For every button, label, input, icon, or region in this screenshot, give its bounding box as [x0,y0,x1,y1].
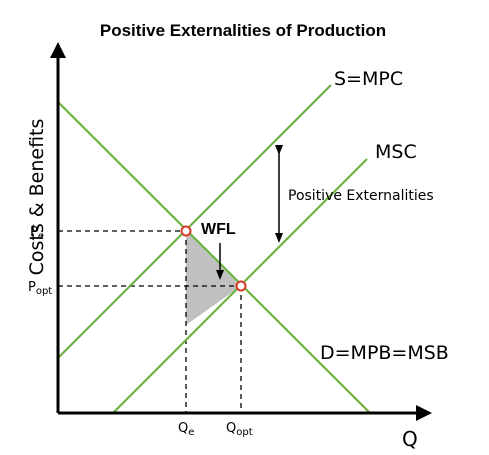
diagram-title: Positive Externalities of Production [100,21,386,40]
q-e-main: Q [178,421,188,436]
supply-curve-label: S=MPC [334,68,403,90]
q-opt-main: Q [226,421,236,436]
market-equilibrium-point [180,225,192,237]
welfare-loss-label: WFL [201,221,236,238]
p-e-tick-label: Pe [30,225,44,242]
p-e-main: P [30,225,38,240]
p-opt-sub: opt [36,286,52,297]
p-opt-tick-label: Popt [28,280,52,297]
q-e-sub: e [188,427,194,438]
p-opt-main: P [28,280,36,295]
axes [50,42,432,421]
q-opt-tick-label: Qopt [226,421,253,438]
x-axis-label: Q [402,427,418,451]
y-axis-label: Costs & Benefits [26,119,48,276]
demand-curve-label: D=MPB=MSB [320,342,449,364]
demand-curve [57,101,371,414]
optimal-equilibrium-point [235,280,247,292]
q-e-tick-label: Qe [178,421,194,438]
msc-curve-label: MSC [375,141,417,163]
x-axis-arrowhead [416,405,432,421]
y-axis-arrowhead [50,42,66,58]
externality-label: Positive Externalities [288,188,434,204]
p-e-sub: e [38,231,44,242]
q-opt-sub: opt [236,427,252,438]
supply-mpc-curve [57,84,332,359]
guide-lines [58,230,242,413]
welfare-loss-area [186,231,241,325]
